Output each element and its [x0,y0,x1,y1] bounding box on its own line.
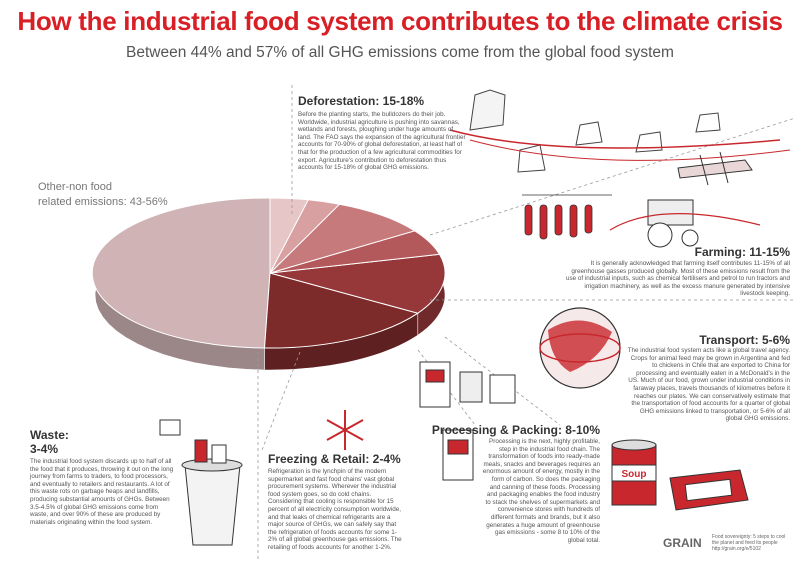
snowflake-icon [326,410,364,450]
pie-slice-other-non-food-related-emissions [91,197,271,349]
farming-title: Farming: 11-15% [694,245,790,259]
waste-title: Waste: 3-4% [30,428,69,456]
food-packages-icon [419,361,516,481]
footer-text: Food sovereignty: 5 steps to cool the pl… [712,534,786,552]
freezing-title: Freezing & Retail: 2-4% [268,452,401,466]
grain-logo: GRAIN [663,536,702,550]
pie-slice-farming [269,253,446,314]
page-title: How the industrial food system contribut… [17,6,783,36]
deforestation-text: Before the planting starts, the bulldoze… [298,111,466,172]
airplane-icon [677,151,753,186]
pie-slice-waste [269,197,309,274]
svg-text:Soup: Soup [622,469,647,480]
transport-text: The industrial food system acts like a g… [627,347,790,423]
other-emissions-label: Other-non food related emissions: 43-56% [38,181,168,208]
freezing-text: Refrigeration is the lynchpin of the mod… [268,468,402,551]
pie-slice-processing-packing [269,203,416,274]
trash-can-icon [159,419,243,546]
pie-slice-deforestation [263,272,419,349]
tree-stumps-icon [449,89,791,173]
soup-can-icon: Soup [611,439,749,511]
tractor-icon [609,199,761,248]
deforestation-title: Deforestation: 15-18% [298,94,425,108]
globe-icon [539,307,621,389]
processing-title: Processing & Packing: 8-10% [431,423,600,437]
processing-text: Processing is the next, highly profitabl… [482,438,600,544]
waste-text: The industrial food system discards up t… [30,458,174,526]
meat-hooks-icon [522,194,612,240]
farming-text: It is generally acknowledged that farmin… [566,260,790,298]
transport-title: Transport: 5-6% [699,333,790,347]
page-subtitle: Between 44% and 57% of all GHG emissions… [126,44,674,61]
